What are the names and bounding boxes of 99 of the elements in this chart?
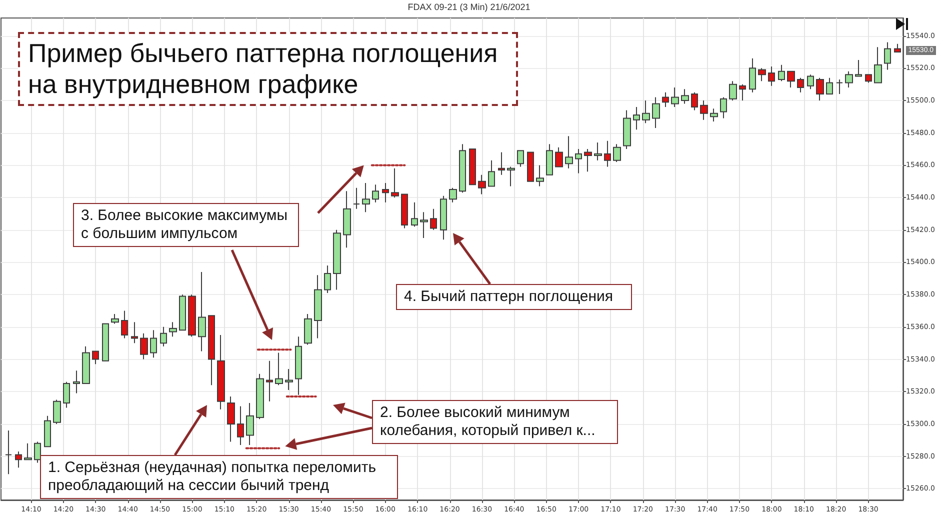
candlestick [304,313,312,346]
candlestick [266,360,273,402]
candlestick [555,146,563,168]
candlestick [662,92,669,108]
candlestick [710,108,718,122]
candlestick [700,100,708,120]
candlestick [739,84,746,101]
candlestick [140,332,148,360]
candlestick [488,160,495,187]
candlestick [343,190,351,248]
annotation: 3. Более высокие максимумы с большим импульсом [73,203,299,247]
candlestick [391,168,399,198]
candlestick [855,60,862,77]
candlestick [768,66,775,86]
candlestick [401,194,408,229]
candlestick [362,182,370,213]
candlestick [797,77,804,93]
candlestick [440,195,447,240]
candlestick [836,78,843,95]
candlestick [256,373,264,420]
candlestick [34,441,41,464]
annotation: 1. Серьёзная (неудачная) попытка переломить преобладающий на сессии бычий тренд [40,455,398,499]
candlestick [459,144,466,194]
candlestick [314,274,322,339]
chart-subtitle: FDAX 09-21 (3 Min) 21/6/2021 [406,2,532,12]
candlestick [729,80,737,101]
candlestick [188,294,196,338]
candlestick [449,187,457,203]
candlestick [246,402,254,446]
annotation: 2. Более высокий минимум колебания, который привел к... [372,400,618,444]
candlestick [642,100,650,124]
candlestick [507,166,515,187]
candlestick [92,350,99,365]
candlestick [778,64,785,82]
candlestick [758,68,766,82]
candlestick [517,150,524,168]
candlestick [324,264,331,294]
candlestick [295,336,302,396]
candlestick [884,42,891,70]
candlestick [691,92,698,111]
candlestick [787,70,795,88]
candlestick [5,430,12,475]
candlestick [333,229,341,290]
candlestick [131,322,138,344]
candlestick [826,77,833,95]
candlestick [208,315,215,386]
candlestick [73,370,80,394]
candlestick [623,110,631,150]
candlestick [575,148,582,174]
candlestick [478,174,486,195]
candlestick [217,334,225,410]
candlestick [498,152,505,176]
candlestick [430,208,437,230]
candlestick [111,313,119,324]
candlestick [720,96,727,119]
candlestick [671,87,679,108]
candlestick [179,294,186,331]
candlestick [411,202,418,228]
candlestick [15,450,22,468]
candlestick [353,187,360,210]
candlestick [121,310,128,339]
candlestick [633,106,640,130]
candlestick [160,326,167,347]
candlestick [565,136,573,169]
candlestick [894,43,901,52]
candlestick [594,142,602,161]
candlestick [227,396,235,442]
candlestick [469,148,476,186]
candlestick [150,330,157,358]
annotation: 4. Бычий паттерн поглощения [396,284,632,310]
candlestick [874,46,882,84]
candlestick [24,442,32,460]
candlestick [652,96,660,128]
text: Пример бычьего паттерна поглощения на внутридневном графике [18,32,518,106]
candlestick [63,381,70,408]
candlestick [275,352,283,386]
candlestick [536,164,544,187]
candlestick [285,368,293,391]
candlestick [82,346,90,384]
candlestick [865,74,872,84]
candlestick [604,140,611,168]
candlestick [198,271,206,352]
candlestick [527,152,534,182]
candlestick [749,58,756,93]
candlestick [807,74,814,90]
candlestick [546,144,553,176]
candlestick [845,70,853,88]
candlestick [102,323,109,362]
candlestick [420,212,428,238]
candlestick [53,399,61,424]
candlestick [681,88,689,104]
candlestick [584,148,592,172]
candlestick [816,77,824,101]
candlestick [372,184,379,203]
candlestick [169,322,177,338]
candlestick [44,415,51,448]
candlestick [382,182,389,203]
candlestick [237,406,244,446]
candlestick [613,144,621,162]
